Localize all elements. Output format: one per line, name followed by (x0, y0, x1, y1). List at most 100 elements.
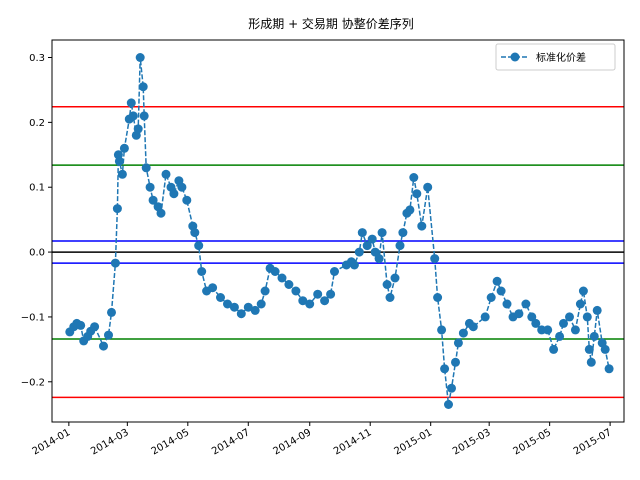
data-point (112, 204, 122, 214)
data-point (502, 299, 512, 309)
data-point (99, 341, 108, 351)
y-axis-ticks: −0.2 −0.1 0.0 0.1 0.2 0.3 (21, 53, 52, 388)
data-point (559, 318, 568, 328)
data-point (514, 309, 524, 319)
y-tick-label: 0.3 (29, 53, 45, 64)
data-point (437, 325, 447, 335)
data-point (440, 364, 450, 374)
legend-label: 标准化价差 (536, 51, 586, 64)
data-point (291, 286, 301, 296)
data-point (236, 309, 246, 319)
data-point (354, 247, 364, 257)
data-point (182, 195, 192, 205)
data-point (114, 156, 124, 166)
data-point (260, 286, 270, 296)
data-point (190, 228, 200, 238)
data-point (468, 322, 478, 332)
data-point (208, 283, 218, 293)
data-point (270, 267, 280, 276)
data-point (313, 289, 323, 299)
data-point (256, 299, 266, 309)
data-point (148, 195, 158, 205)
data-point (110, 258, 120, 268)
plot-frame (51, 39, 625, 423)
data-point (117, 169, 127, 179)
data-point (385, 293, 395, 302)
data-point (194, 241, 204, 251)
chart-title: 形成期 + 交易期 协整价差序列 (248, 16, 414, 31)
data-point (417, 221, 427, 231)
y-tick-label: −0.1 (21, 312, 45, 323)
y-tick-label: 0.1 (29, 183, 45, 194)
data-point (486, 293, 496, 302)
data-point (453, 338, 463, 348)
legend: 标准化价差 (495, 43, 616, 71)
data-point (555, 331, 565, 341)
data-point (370, 247, 380, 257)
data-point (197, 267, 207, 276)
data-point (349, 260, 359, 270)
data-point (141, 163, 151, 173)
data-point (326, 289, 336, 299)
data-point (243, 302, 253, 312)
data-point (357, 228, 367, 238)
data-point (412, 189, 422, 199)
data-point (575, 299, 585, 309)
data-point (382, 280, 392, 289)
data-point (521, 299, 531, 309)
data-point (395, 241, 405, 251)
data-point (250, 305, 260, 315)
data-point (433, 293, 443, 302)
data-point (390, 273, 400, 283)
data-point (156, 208, 166, 218)
data-point (305, 299, 315, 309)
data-point (177, 182, 187, 192)
data-point (549, 344, 559, 354)
data-point (586, 357, 596, 367)
data-point (161, 169, 171, 179)
data-point (531, 318, 541, 328)
data-point (133, 124, 143, 134)
data-point (565, 312, 574, 322)
data-point (543, 325, 553, 335)
data-point (570, 325, 580, 335)
data-point (229, 302, 239, 312)
data-point (76, 320, 86, 330)
series-layer (65, 53, 614, 409)
data-point (330, 267, 339, 276)
data-point (320, 296, 330, 306)
data-point (298, 296, 308, 306)
data-point (104, 330, 113, 340)
data-point (458, 328, 468, 338)
data-point (600, 344, 610, 354)
data-point (492, 276, 502, 286)
data-point (216, 293, 225, 302)
data-point (430, 254, 440, 264)
data-point (135, 53, 145, 62)
data-point (128, 111, 138, 121)
data-point (284, 280, 294, 289)
data-point (223, 299, 232, 309)
data-point (107, 307, 116, 317)
data-point (362, 241, 372, 251)
data-point (377, 228, 387, 238)
data-point (139, 111, 149, 121)
data-point (145, 182, 155, 192)
data-point (496, 286, 506, 296)
data-point (451, 357, 460, 367)
data-point (138, 82, 148, 92)
data-point (126, 98, 136, 108)
data-point (119, 143, 129, 153)
data-point (480, 312, 490, 322)
data-point (589, 331, 599, 341)
y-tick-label: −0.2 (21, 377, 45, 388)
data-point (409, 173, 419, 182)
data-point (578, 286, 588, 296)
legend-box (495, 43, 616, 71)
data-point (447, 383, 456, 393)
data-point (444, 400, 453, 409)
y-tick-label: 0.2 (29, 118, 45, 129)
